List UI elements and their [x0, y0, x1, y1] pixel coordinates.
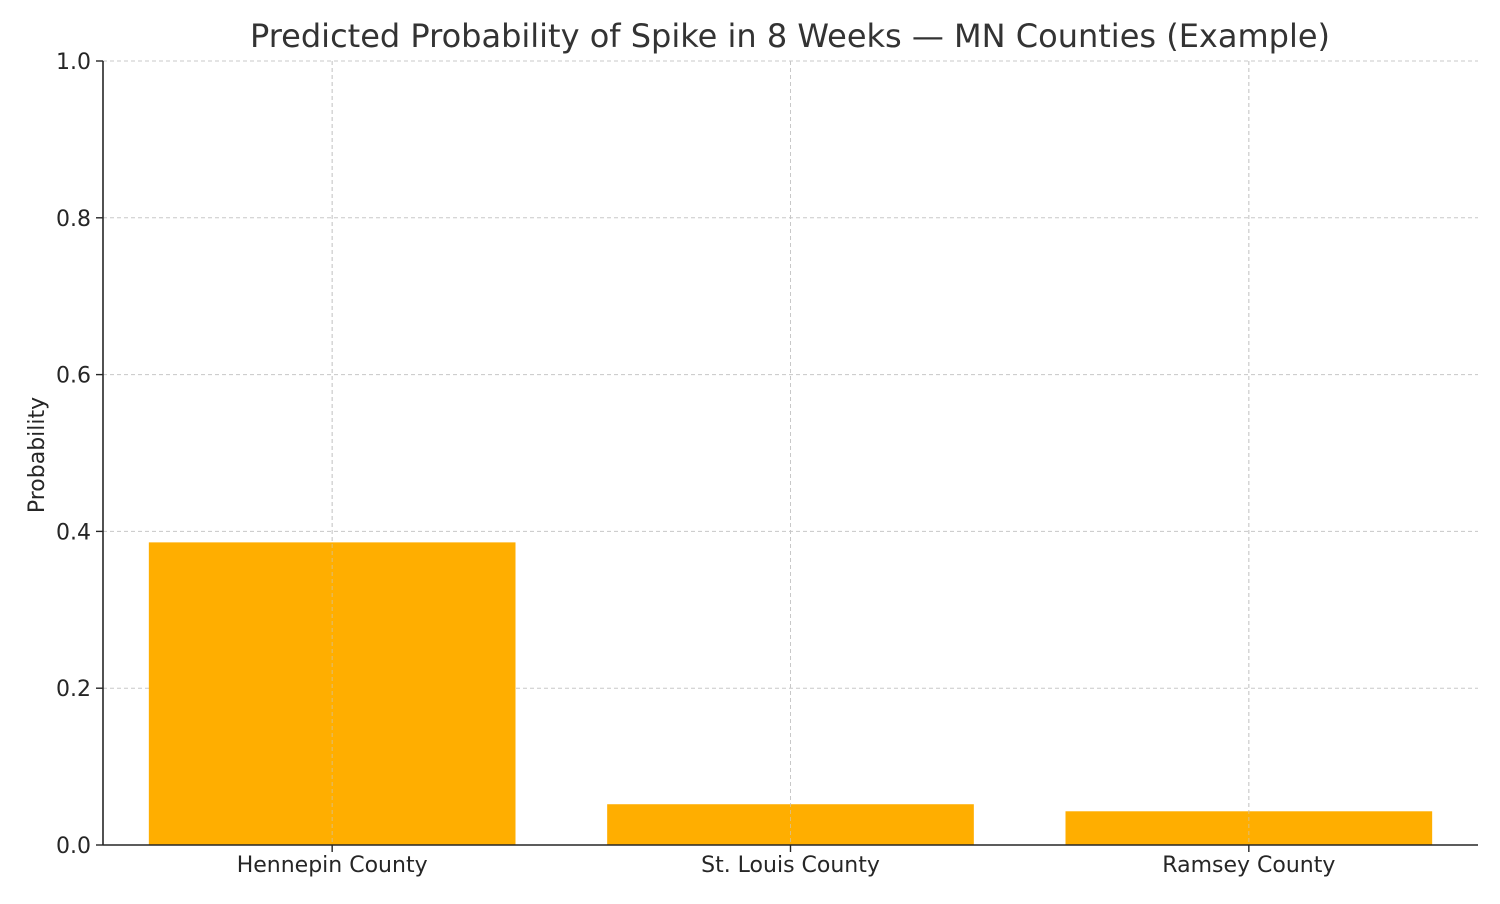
y-tick-label: 0.6	[56, 364, 91, 389]
y-tick-label: 0.4	[56, 520, 91, 545]
x-axis-ticks: Hennepin County St. Louis County Ramsey Co…	[237, 845, 1335, 878]
y-tick-label: 1.0	[56, 50, 91, 75]
y-tick-label: 0.0	[56, 834, 91, 859]
x-tick-label: St. Louis County	[701, 853, 880, 878]
y-tick-label: 0.2	[56, 677, 91, 702]
bars	[148, 61, 1433, 845]
y-tick-label: 0.8	[56, 207, 91, 232]
chart-title: Predicted Probability of Spike in 8 Week…	[250, 17, 1330, 55]
y-axis-label: Probability	[25, 397, 50, 513]
y-axis-ticks: 0.0 0.2 0.4 0.6 0.8 1.0	[56, 50, 103, 859]
x-tick-label: Ramsey County	[1162, 853, 1335, 878]
x-tick-label: Hennepin County	[237, 853, 428, 878]
